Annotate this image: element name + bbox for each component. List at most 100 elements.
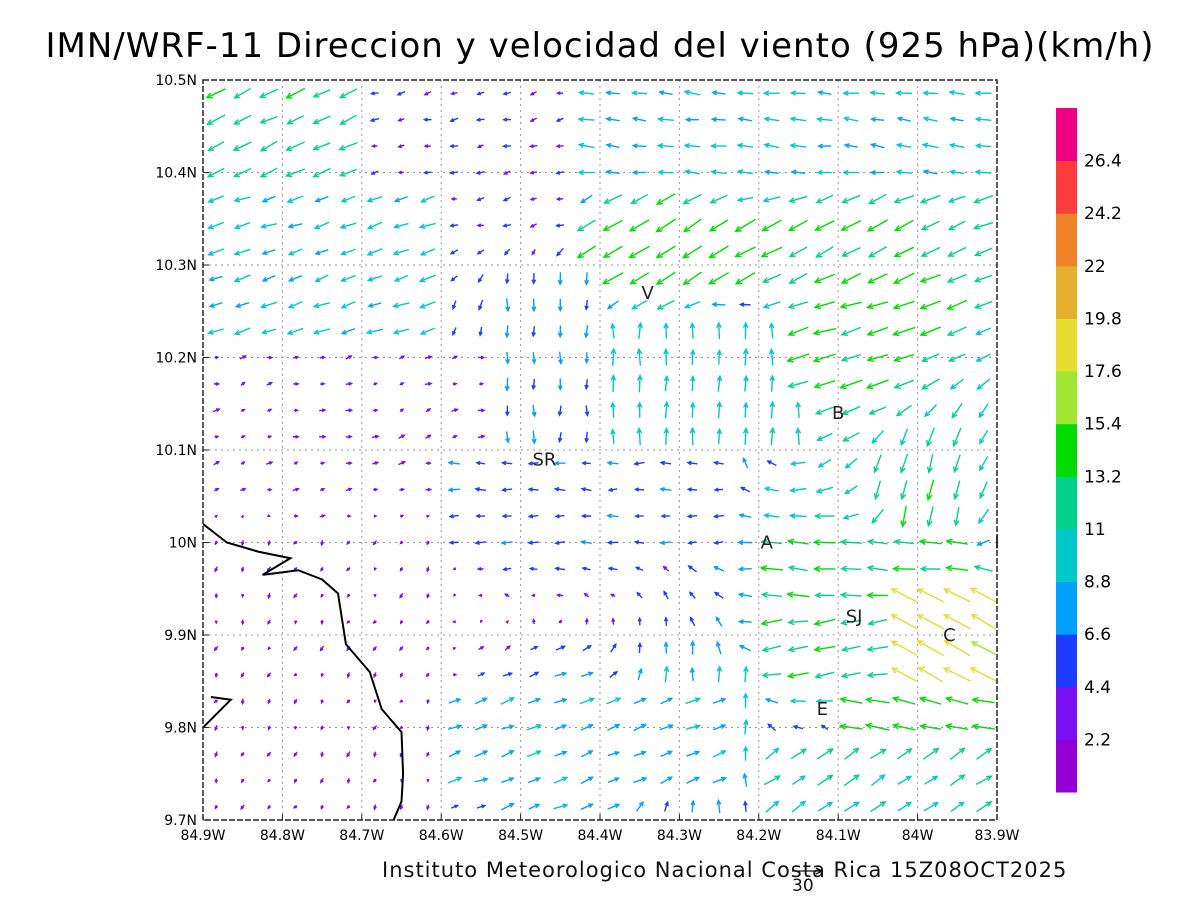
wind-vector: [920, 246, 941, 257]
wind-vector: [214, 540, 218, 546]
wind-vector: [393, 222, 409, 229]
wind-vector: [605, 116, 620, 122]
wind-vector: [554, 513, 565, 519]
wind-vector: [974, 143, 992, 149]
wind-vector: [786, 591, 810, 598]
wind-vector: [840, 619, 862, 626]
wind-vector: [633, 776, 648, 784]
wind-vector: [689, 426, 696, 446]
wind-vector: [866, 219, 889, 232]
colorbar-label: 24.2: [1084, 204, 1122, 224]
wind-vector: [686, 513, 698, 519]
wind-vector: [607, 487, 618, 492]
wind-vector: [737, 539, 753, 546]
wind-vector: [716, 321, 722, 340]
wind-vector: [478, 326, 483, 337]
wind-vector: [636, 374, 643, 393]
wind-vector: [663, 800, 669, 812]
wind-vector: [948, 169, 965, 175]
wind-vector: [919, 326, 942, 337]
wind-vector: [500, 540, 513, 546]
wind-vector: [611, 617, 616, 625]
wind-vector: [240, 381, 246, 386]
wind-vector: [555, 91, 564, 96]
wind-vector: [213, 460, 221, 466]
wind-vector: [419, 248, 436, 256]
wind-vector: [555, 117, 564, 122]
wind-vector: [554, 697, 568, 704]
wind-vector: [372, 645, 378, 652]
wind-vector: [529, 223, 538, 228]
wind-vector: [312, 302, 330, 309]
wind-vector: [478, 355, 486, 360]
wind-vector: [763, 486, 779, 492]
colorbar-swatch: [1056, 581, 1077, 635]
wind-vector: [366, 196, 383, 203]
wind-vector: [840, 672, 861, 679]
wind-vector: [478, 646, 485, 651]
wind-vector: [426, 515, 430, 518]
wind-vector: [554, 223, 565, 228]
wind-vector: [373, 487, 379, 492]
wind-vector: [240, 435, 246, 439]
wind-vector: [267, 804, 271, 810]
wind-vector: [554, 671, 568, 677]
wind-vector: [475, 513, 485, 519]
wind-vector: [763, 116, 780, 122]
wind-vector: [978, 455, 989, 472]
wind-vector: [711, 90, 726, 96]
wind-vector: [610, 347, 617, 367]
wind-vector: [425, 434, 432, 439]
wind-vector: [953, 480, 961, 501]
colorbar-swatch: [1056, 423, 1077, 477]
wind-vector: [577, 90, 595, 96]
wind-vector: [320, 593, 324, 598]
wind-vector: [919, 300, 942, 310]
wind-vector: [373, 751, 377, 758]
wind-vector: [791, 800, 807, 813]
wind-vector: [554, 540, 565, 546]
wind-vector: [320, 804, 324, 810]
credit-text: Instituto Meteorologico Nacional Costa R…: [382, 858, 1068, 882]
wind-vector: [976, 747, 993, 760]
wind-vector: [424, 355, 433, 360]
wind-vector: [475, 117, 485, 122]
wind-vector: [946, 299, 968, 310]
wind-vector: [474, 540, 486, 546]
wind-vector: [969, 587, 997, 603]
wind-vector: [869, 142, 885, 149]
wind-vector: [581, 566, 591, 571]
wind-vector: [866, 326, 889, 337]
wind-vector: [610, 374, 617, 393]
wind-vector: [607, 750, 621, 757]
wind-vector: [975, 775, 993, 786]
wind-vector: [970, 641, 997, 656]
wind-vector: [367, 302, 382, 308]
wind-vector: [656, 116, 674, 123]
wind-vector: [920, 378, 940, 390]
wind-vector: [787, 645, 809, 653]
wind-vector: [477, 274, 484, 284]
wind-vector: [814, 671, 835, 679]
wind-vector: [528, 144, 538, 149]
wind-vector: [425, 620, 430, 625]
wind-vector: [712, 566, 725, 572]
wind-vector: [260, 328, 276, 335]
wind-vector: [786, 353, 810, 363]
place-label: SJ: [846, 607, 863, 628]
wind-vector: [922, 747, 940, 760]
wind-vector: [842, 90, 860, 96]
wind-vector: [663, 375, 670, 392]
wind-vector: [763, 512, 780, 519]
wind-vector: [815, 116, 833, 123]
wind-vector: [841, 246, 861, 257]
wind-vector: [789, 142, 807, 149]
wind-vector: [815, 194, 834, 204]
wind-vector: [945, 538, 968, 545]
wind-vector: [555, 593, 564, 598]
wind-vector: [259, 115, 278, 124]
wind-vector: [686, 776, 701, 784]
wind-vector: [786, 538, 809, 545]
wind-vector: [761, 219, 782, 232]
wind-vector: [267, 646, 271, 651]
